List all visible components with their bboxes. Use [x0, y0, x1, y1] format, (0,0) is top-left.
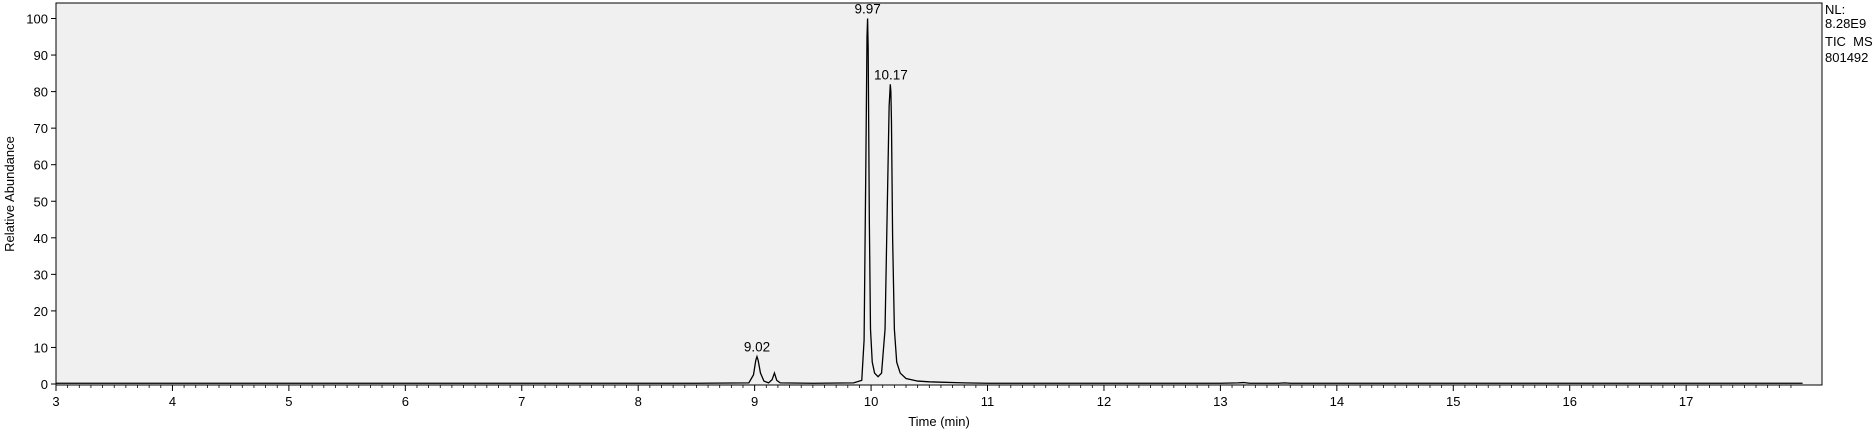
x-tick-label: 6 — [402, 394, 409, 409]
y-tick-label: 0 — [41, 377, 48, 392]
y-tick-label: 80 — [34, 85, 48, 100]
peak-labels: 9.02 9.97 10.17 — [744, 2, 908, 355]
peak-label: 9.02 — [744, 340, 770, 355]
x-tick-label: 3 — [52, 394, 59, 409]
y-tick-label: 50 — [34, 194, 48, 209]
y-tick-label: 70 — [34, 121, 48, 136]
nl-label: NL: — [1825, 2, 1845, 17]
x-tick-label: 4 — [169, 394, 176, 409]
x-tick-label: 13 — [1213, 394, 1227, 409]
peak-label: 9.97 — [854, 2, 880, 17]
x-tick-label: 15 — [1446, 394, 1460, 409]
y-tick-label: 30 — [34, 267, 48, 282]
x-tick-label: 11 — [981, 394, 995, 409]
x-tick-label: 14 — [1330, 394, 1344, 409]
x-axis-ticks: 3 4 5 6 7 8 9 10 11 12 13 14 15 16 17 — [52, 385, 1693, 409]
x-tick-label: 8 — [635, 394, 642, 409]
x-minor-ticks — [67, 385, 1792, 388]
x-axis-title: Time (min) — [908, 414, 970, 429]
x-tick-label: 9 — [751, 394, 758, 409]
y-tick-label: 10 — [34, 340, 48, 355]
y-axis-ticks: 0 10 20 30 40 50 60 70 80 90 100 — [26, 12, 56, 392]
tic-trace — [56, 18, 1803, 384]
y-tick-label: 60 — [34, 158, 48, 173]
peak-label: 10.17 — [874, 67, 908, 82]
scan-filter: TIC MS — [1825, 34, 1873, 49]
y-tick-label: 20 — [34, 304, 48, 319]
y-tick-label: 40 — [34, 231, 48, 246]
y-axis-title: Relative Abundance — [2, 136, 17, 252]
x-tick-label: 7 — [518, 394, 525, 409]
plot-area — [55, 2, 1823, 386]
x-tick-label: 16 — [1562, 394, 1576, 409]
y-tick-label: 90 — [34, 48, 48, 63]
x-tick-label: 12 — [1097, 394, 1111, 409]
nl-value: 8.28E9 — [1825, 16, 1866, 31]
x-tick-label: 17 — [1679, 394, 1693, 409]
x-tick-label: 10 — [864, 394, 878, 409]
y-tick-label: 100 — [26, 12, 48, 27]
x-tick-label: 5 — [285, 394, 292, 409]
sample-id: 801492 — [1825, 50, 1868, 65]
